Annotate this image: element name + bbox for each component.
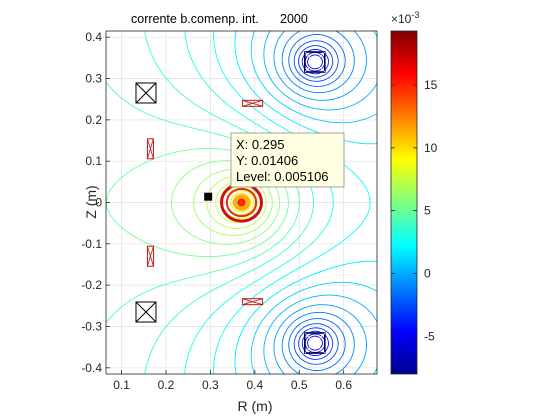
data-tip[interactable]: X: 0.295 Y: 0.01406 Level: 0.005106	[230, 132, 345, 188]
contour-line	[230, 192, 252, 213]
contour-line	[250, 31, 377, 374]
ring-circle	[232, 194, 251, 211]
ring-circle	[237, 198, 246, 207]
x-tick-label: 0.4	[246, 378, 263, 392]
coil-crossed	[135, 82, 157, 104]
coil-red	[146, 138, 154, 160]
datatip-marker[interactable]	[204, 192, 213, 201]
ring-circle	[225, 187, 258, 218]
y-tick-label: 0.2	[85, 113, 102, 127]
coil-red-x	[147, 138, 154, 159]
coil-red-x	[147, 246, 154, 267]
coil-red-x	[242, 298, 263, 306]
contour-line	[288, 34, 346, 371]
datatip-x: X: 0.295	[236, 137, 284, 152]
chart-title-value: 2000	[280, 12, 308, 26]
y-tick-label: 0.1	[85, 154, 102, 168]
x-axis-ticks: 0.1 0.2 0.3 0.4 0.5 0.6	[113, 370, 352, 392]
contour-line	[240, 201, 243, 204]
coil-red	[146, 245, 154, 267]
y-tick-label: -0.4	[81, 361, 102, 375]
coil-crossed-x	[135, 301, 157, 323]
coil-red-rect	[146, 138, 154, 160]
y-axis-label: Z (m)	[83, 185, 99, 218]
datatip-level: Level: 0.005106	[236, 169, 329, 184]
x-tick-label: 0.1	[113, 378, 130, 392]
contour-line	[273, 31, 367, 374]
coil-crossed-rect	[135, 301, 157, 323]
x-tick-label: 0.3	[202, 378, 219, 392]
coil-red	[242, 99, 264, 107]
y-tick-label: -0.3	[81, 319, 102, 333]
colorbar-tick-label: 5	[424, 204, 431, 218]
coil-dark	[304, 332, 326, 354]
coil-crossed-x	[135, 82, 157, 104]
contour-line	[263, 31, 377, 374]
coil-dark-cross	[304, 332, 326, 354]
y-tick-label: 0	[95, 196, 102, 210]
coil-red	[242, 298, 264, 306]
contour-lines	[106, 31, 377, 374]
coil-red-rect	[146, 245, 154, 267]
y-tick-label: -0.2	[81, 278, 102, 292]
y-tick-label: 0.4	[85, 30, 102, 44]
coil-crossed-rect	[135, 82, 157, 104]
colorbar-tick-label: 10	[424, 141, 438, 155]
x-tick-label: 0.6	[335, 378, 352, 392]
coil-dark	[304, 51, 326, 73]
x-tick-label: 0.5	[291, 378, 308, 392]
contour-line	[293, 40, 339, 365]
colorbar-tick-label: 0	[424, 266, 431, 280]
coil-dark-rect	[304, 332, 326, 354]
contour-line	[298, 45, 334, 360]
coil-dark-rect	[304, 51, 326, 73]
coil-red-rect	[242, 298, 264, 306]
coil-red-rect	[242, 99, 264, 107]
y-axis-ticks: -0.4 -0.3 -0.2 -0.1 0 0.1 0.2 0.3 0.4	[81, 30, 110, 375]
contour-line	[281, 31, 355, 374]
coils-layer	[135, 51, 326, 354]
colorbar-tick-label: 15	[424, 78, 438, 92]
coil-crossed	[135, 301, 157, 323]
colorbar	[390, 30, 418, 375]
y-tick-label: 0.3	[85, 72, 102, 86]
colorbar-exponent: ×10-3	[391, 10, 419, 26]
colorbar-tick-label: -5	[424, 329, 435, 343]
contour-line	[234, 31, 377, 374]
y-tick-label: -0.1	[81, 237, 102, 251]
x-tick-label: 0.2	[158, 378, 175, 392]
x-axis-label: R (m)	[238, 398, 273, 414]
coil-red-x	[242, 99, 263, 107]
coil-dark-cross	[304, 51, 326, 73]
datatip-box	[230, 132, 345, 188]
datatip-y: Y: 0.01406	[236, 153, 298, 168]
colorbar-ticks: -5 0 5 10 15	[391, 78, 438, 343]
chart-title: corrente b.comenp. int.	[131, 12, 259, 26]
